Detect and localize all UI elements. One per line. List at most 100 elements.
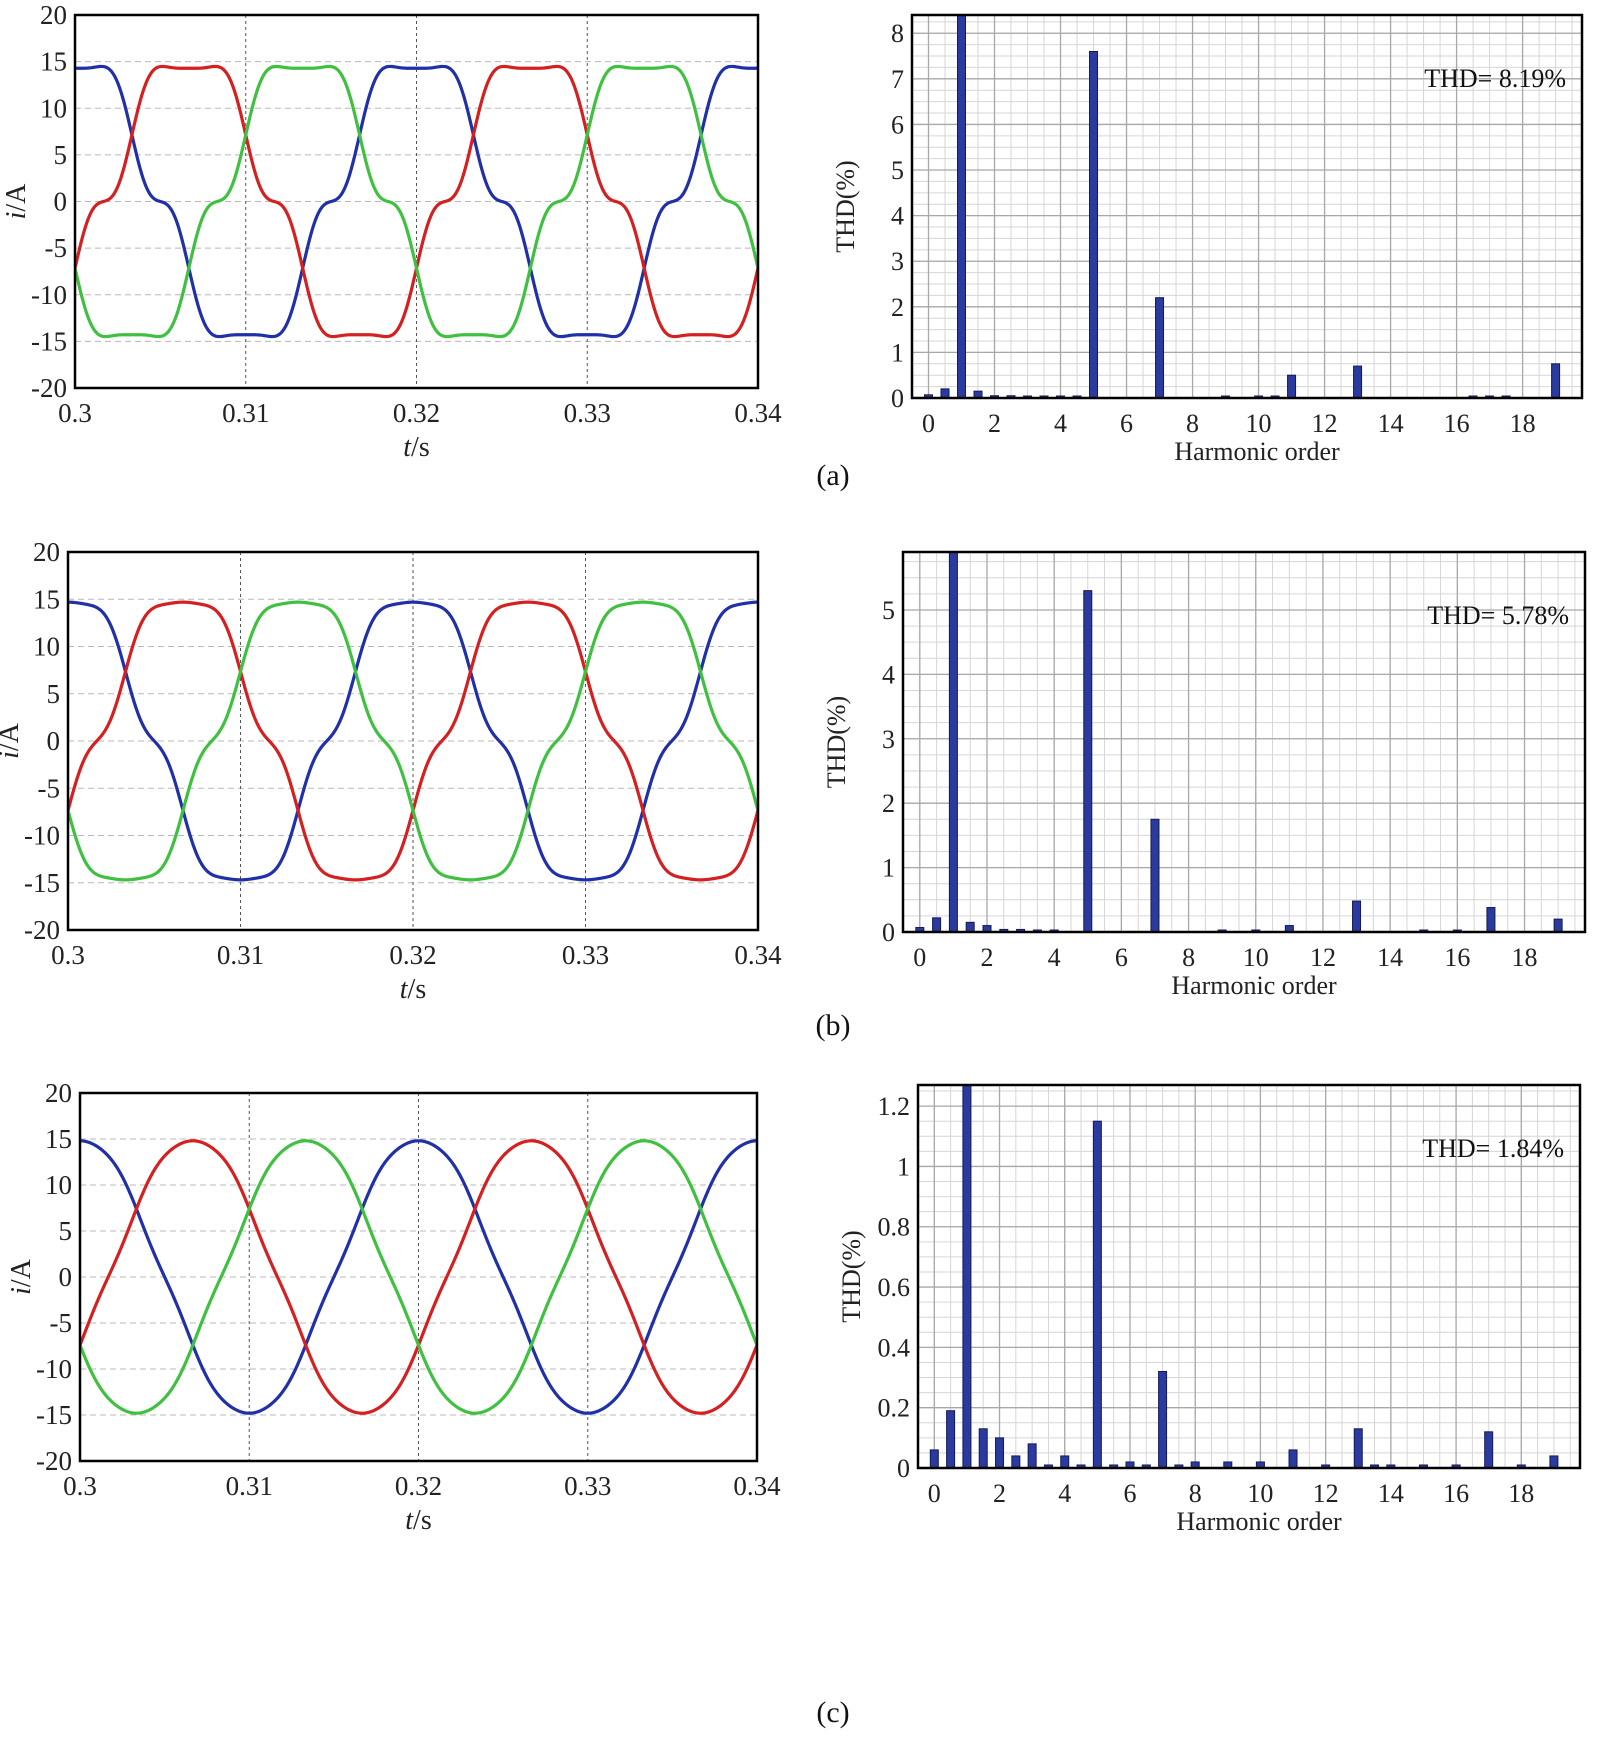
x-tick-label: 0.3 xyxy=(51,940,85,970)
panel-caption: (b) xyxy=(816,1009,851,1042)
harmonic-bar xyxy=(1353,1428,1363,1469)
y-tick-label: 5 xyxy=(59,1216,73,1246)
x-tick-label: 12 xyxy=(1310,943,1336,972)
plot-frame xyxy=(901,550,1587,934)
x-tick-label: 18 xyxy=(1508,1479,1534,1508)
y-tick-label: 20 xyxy=(40,0,67,30)
y-tick-label: 6 xyxy=(891,110,904,139)
y-tick-label: 0 xyxy=(47,726,61,756)
y-tick-label: 5 xyxy=(882,596,895,625)
y-tick-label: 2 xyxy=(891,293,904,322)
x-tick-label: 18 xyxy=(1512,943,1538,972)
y-tick-label: 10 xyxy=(45,1170,72,1200)
y-tick-label: -15 xyxy=(24,868,60,898)
y-tick-label: 15 xyxy=(33,584,60,614)
y-tick-label: 8 xyxy=(891,19,904,48)
y-tick-label: 5 xyxy=(54,140,68,170)
harmonic-bar xyxy=(1089,50,1099,399)
x-axis-label-unit: /s xyxy=(413,1505,432,1536)
thd-annotation: THD= 1.84% xyxy=(1422,1134,1564,1163)
y-tick-label: 5 xyxy=(47,679,61,709)
x-tick-label: 14 xyxy=(1377,943,1403,972)
y-axis-label-var: i xyxy=(6,1287,37,1295)
harmonic-bar xyxy=(978,1428,988,1469)
x-tick-label: 16 xyxy=(1443,1479,1469,1508)
y-tick-label: 0.4 xyxy=(878,1333,911,1362)
x-tick-label: 0.31 xyxy=(226,1471,273,1501)
y-tick-label: -20 xyxy=(36,1446,72,1476)
harmonic-bar xyxy=(995,1437,1005,1469)
harmonic-bar xyxy=(1551,363,1561,399)
panel-caption: (c) xyxy=(816,1696,849,1729)
x-tick-label: 0.31 xyxy=(217,940,264,970)
y-tick-label: -10 xyxy=(36,1354,72,1384)
y-tick-label: -5 xyxy=(38,773,61,803)
y-tick-label: 0.2 xyxy=(878,1394,911,1423)
x-tick-label: 6 xyxy=(1123,1479,1136,1508)
y-axis-label: THD(%) xyxy=(831,160,860,252)
x-tick-label: 4 xyxy=(1048,943,1061,972)
x-axis-label: Harmonic order xyxy=(1176,1507,1342,1536)
harmonic-bar xyxy=(1288,1449,1298,1469)
spectrum-chart-2: 0 0.2 0.4 0.6 0.8 1 1.2 0 2 4 6 8 10 12 14 16 18 Harmonic… xyxy=(837,1083,1582,1536)
harmonic-bar xyxy=(1027,1443,1037,1469)
x-tick-label: 6 xyxy=(1120,409,1133,438)
y-axis-label-var: i xyxy=(0,751,25,759)
y-tick-label: -10 xyxy=(31,280,67,310)
x-tick-label: 18 xyxy=(1510,409,1536,438)
y-tick-label: 3 xyxy=(891,247,904,276)
y-tick-label: 0 xyxy=(54,187,68,217)
current-series-2 xyxy=(75,64,758,339)
harmonic-bar xyxy=(1352,900,1362,933)
x-tick-label: 8 xyxy=(1189,1479,1202,1508)
x-tick-label: 0.3 xyxy=(58,398,92,428)
y-tick-label: 1 xyxy=(897,1152,910,1181)
y-axis-label-unit: /A xyxy=(0,722,25,751)
y-tick-label: 20 xyxy=(33,537,60,567)
x-tick-label: 0.32 xyxy=(395,1471,442,1501)
x-tick-label: 0.34 xyxy=(734,398,782,428)
y-axis-label-unit: /A xyxy=(1,183,32,212)
x-tick-label: 0 xyxy=(913,943,926,972)
y-axis-label: i/A xyxy=(1,183,32,220)
x-tick-label: 2 xyxy=(988,409,1001,438)
x-tick-label: 16 xyxy=(1444,409,1470,438)
harmonic-bar xyxy=(1287,374,1297,399)
y-tick-label: 1.2 xyxy=(878,1092,911,1121)
y-tick-label: -15 xyxy=(36,1400,72,1430)
y-tick-label: 15 xyxy=(45,1124,72,1154)
y-axis-label: i/A xyxy=(0,722,25,759)
current-series-2 xyxy=(80,1139,757,1415)
x-tick-label: 10 xyxy=(1247,1479,1273,1508)
harmonic-bar xyxy=(962,1084,972,1469)
y-tick-label: 0.8 xyxy=(878,1213,911,1242)
x-axis-label: Harmonic order xyxy=(1171,971,1337,1000)
plot-area xyxy=(918,1085,1580,1468)
harmonic-bar xyxy=(1486,907,1496,933)
y-tick-label: -10 xyxy=(24,821,60,851)
harmonic-bar xyxy=(1092,1120,1102,1469)
y-tick-label: -5 xyxy=(50,1308,73,1338)
x-tick-label: 0.34 xyxy=(733,1471,781,1501)
y-tick-label: 10 xyxy=(33,632,60,662)
x-tick-label: 0.31 xyxy=(222,398,269,428)
x-tick-label: 8 xyxy=(1182,943,1195,972)
x-tick-label: 4 xyxy=(1058,1479,1071,1508)
x-tick-label: 0.32 xyxy=(389,940,436,970)
x-tick-label: 0.33 xyxy=(562,940,609,970)
x-axis-label-var: t xyxy=(400,974,409,1005)
x-tick-label: 16 xyxy=(1444,943,1470,972)
y-tick-label: -15 xyxy=(31,326,67,356)
harmonic-bar xyxy=(1553,918,1563,933)
y-axis-label: THD(%) xyxy=(837,1230,866,1322)
plot-frame xyxy=(916,1083,1582,1470)
panel-caption: (a) xyxy=(816,459,849,492)
harmonic-bar xyxy=(932,917,942,933)
y-tick-label: 2 xyxy=(882,789,895,818)
plot-frame xyxy=(66,550,760,932)
y-axis-label: THD(%) xyxy=(822,696,851,788)
